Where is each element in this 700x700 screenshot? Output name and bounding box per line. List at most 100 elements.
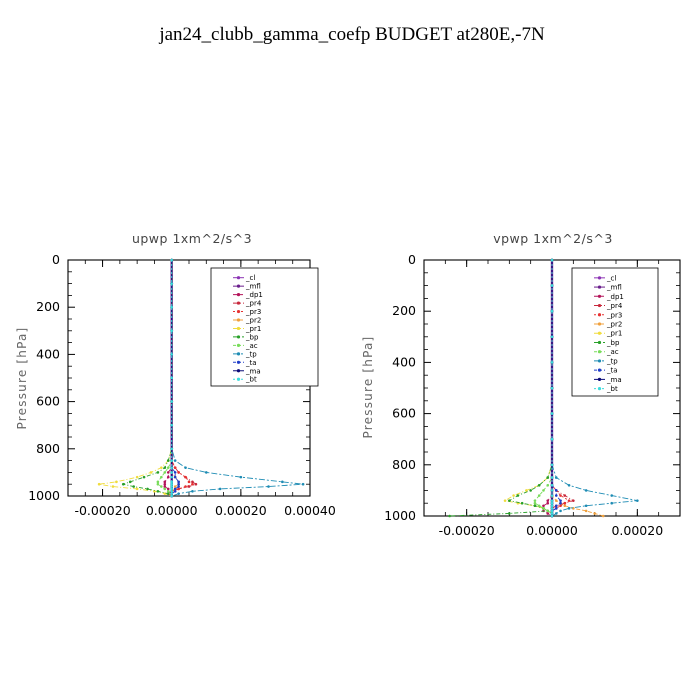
legend-marker xyxy=(597,313,602,317)
y-tick-label: 1000 xyxy=(384,508,416,523)
data-point-ac xyxy=(160,485,163,488)
data-point-pr1 xyxy=(135,487,139,491)
data-point-bp xyxy=(146,487,149,491)
data-point-bt xyxy=(170,471,174,474)
data-point-ac xyxy=(537,494,541,497)
data-point-bt xyxy=(170,353,174,356)
data-point-ac xyxy=(166,466,170,469)
legend-marker xyxy=(236,301,241,305)
data-point-pr3 xyxy=(184,485,187,488)
legend-label: _bt xyxy=(606,385,618,393)
data-point-bp xyxy=(122,482,125,486)
data-point-ac xyxy=(166,489,170,493)
series-line-ac xyxy=(534,260,553,516)
data-point-bt xyxy=(550,494,554,497)
data-point-bp xyxy=(163,466,167,469)
data-point-pr2 xyxy=(593,512,596,515)
data-point-bp xyxy=(516,494,520,497)
data-point-ta xyxy=(173,471,177,474)
data-point-ta xyxy=(559,499,562,502)
data-point-ta xyxy=(177,482,180,486)
data-point-tp xyxy=(567,483,571,487)
legend-label: _tp xyxy=(245,350,257,358)
chart-title: upwp 1xm^2/s^3 xyxy=(132,231,252,246)
data-point-ac xyxy=(156,482,160,486)
data-point-pr3 xyxy=(559,504,562,508)
data-point-tp xyxy=(559,509,562,513)
data-point-dp1 xyxy=(163,480,167,484)
legend-label: _pr4 xyxy=(245,300,262,308)
chart-title: vpwp 1xm^2/s^3 xyxy=(493,231,613,246)
legend-label: _pr1 xyxy=(606,330,622,338)
data-point-pr1 xyxy=(149,471,153,474)
data-point-bt xyxy=(170,466,174,469)
chart-upwp: upwp 1xm^2/s^3 Pressure [hPa] 0 200 400 600… xyxy=(15,231,336,518)
x-tick-label: -0.00020 xyxy=(439,523,495,538)
series-line-pr1 xyxy=(503,260,553,516)
data-point-bp xyxy=(533,504,537,508)
legend-label: _ac xyxy=(245,342,258,350)
data-point-pr1 xyxy=(163,492,167,495)
data-point-bt xyxy=(550,509,554,513)
data-point-ta xyxy=(173,489,177,493)
data-point-pr4 xyxy=(572,499,575,502)
data-point-tp xyxy=(267,485,270,488)
data-point-pr2 xyxy=(173,485,177,488)
data-point-tp xyxy=(584,504,588,508)
data-point-bt xyxy=(550,499,554,502)
data-point-dp1 xyxy=(166,487,170,491)
legend-marker xyxy=(236,335,241,339)
data-point-ac xyxy=(163,471,167,474)
legend-label: _pr3 xyxy=(245,308,261,316)
legend: _cl_mfl_dp1_pr4_pr3_pr2_pr1_bp_ac_tp_ta_… xyxy=(571,267,659,397)
data-point-bt xyxy=(550,504,554,508)
data-point-bt xyxy=(170,329,174,333)
legend-box xyxy=(571,267,659,397)
data-point-bp xyxy=(537,483,541,487)
legend-marker xyxy=(236,293,241,297)
data-point-ac xyxy=(163,487,167,491)
data-point-pr3 xyxy=(563,501,567,505)
y-tick-label: 200 xyxy=(392,303,416,318)
series-line-pr1 xyxy=(99,260,173,497)
data-point-bt xyxy=(550,507,554,510)
y-tick-label: 600 xyxy=(36,394,60,409)
data-point-bp xyxy=(546,476,550,479)
legend-marker xyxy=(236,318,241,322)
series-line-pr3 xyxy=(167,260,194,497)
data-point-tp xyxy=(610,501,614,505)
data-point-pr1 xyxy=(97,482,101,486)
data-point-ac xyxy=(537,504,541,508)
data-point-bt xyxy=(170,487,174,491)
data-point-bt xyxy=(170,423,174,427)
data-point-ta xyxy=(554,489,558,492)
data-point-bt xyxy=(550,412,554,415)
legend-marker xyxy=(597,322,602,326)
data-point-bt xyxy=(170,475,174,479)
x-tick-label: 0.00000 xyxy=(526,523,578,538)
legend-label: _mfl xyxy=(245,283,261,291)
data-point-dp1 xyxy=(546,501,550,505)
data-point-bp xyxy=(128,480,132,484)
legend-label: _cl xyxy=(245,274,255,282)
data-point-pr4 xyxy=(563,494,567,497)
data-point-ta xyxy=(173,475,177,479)
data-point-bt xyxy=(550,258,554,262)
data-point-pr1 xyxy=(503,499,507,502)
page-title: jan24_clubb_gamma_coefp BUDGET at280E,-7… xyxy=(158,24,545,45)
y-tick-label: 400 xyxy=(36,346,60,361)
data-point-dp1 xyxy=(166,475,170,479)
data-point-tp xyxy=(636,499,639,502)
legend-marker xyxy=(597,377,602,381)
data-point-bp xyxy=(166,459,170,462)
data-point-tp xyxy=(610,494,614,497)
data-point-bp xyxy=(156,471,160,474)
data-point-ac xyxy=(160,475,163,479)
data-point-bt xyxy=(550,476,554,479)
tick-labels: 0 200 400 600 800 1000 -0.00020 0.00000 0.00020 xyxy=(384,252,663,538)
data-point-bt xyxy=(170,485,174,488)
data-point-pr3 xyxy=(184,475,187,479)
data-point-bt xyxy=(550,386,554,390)
legend-label: _pr3 xyxy=(606,311,622,319)
